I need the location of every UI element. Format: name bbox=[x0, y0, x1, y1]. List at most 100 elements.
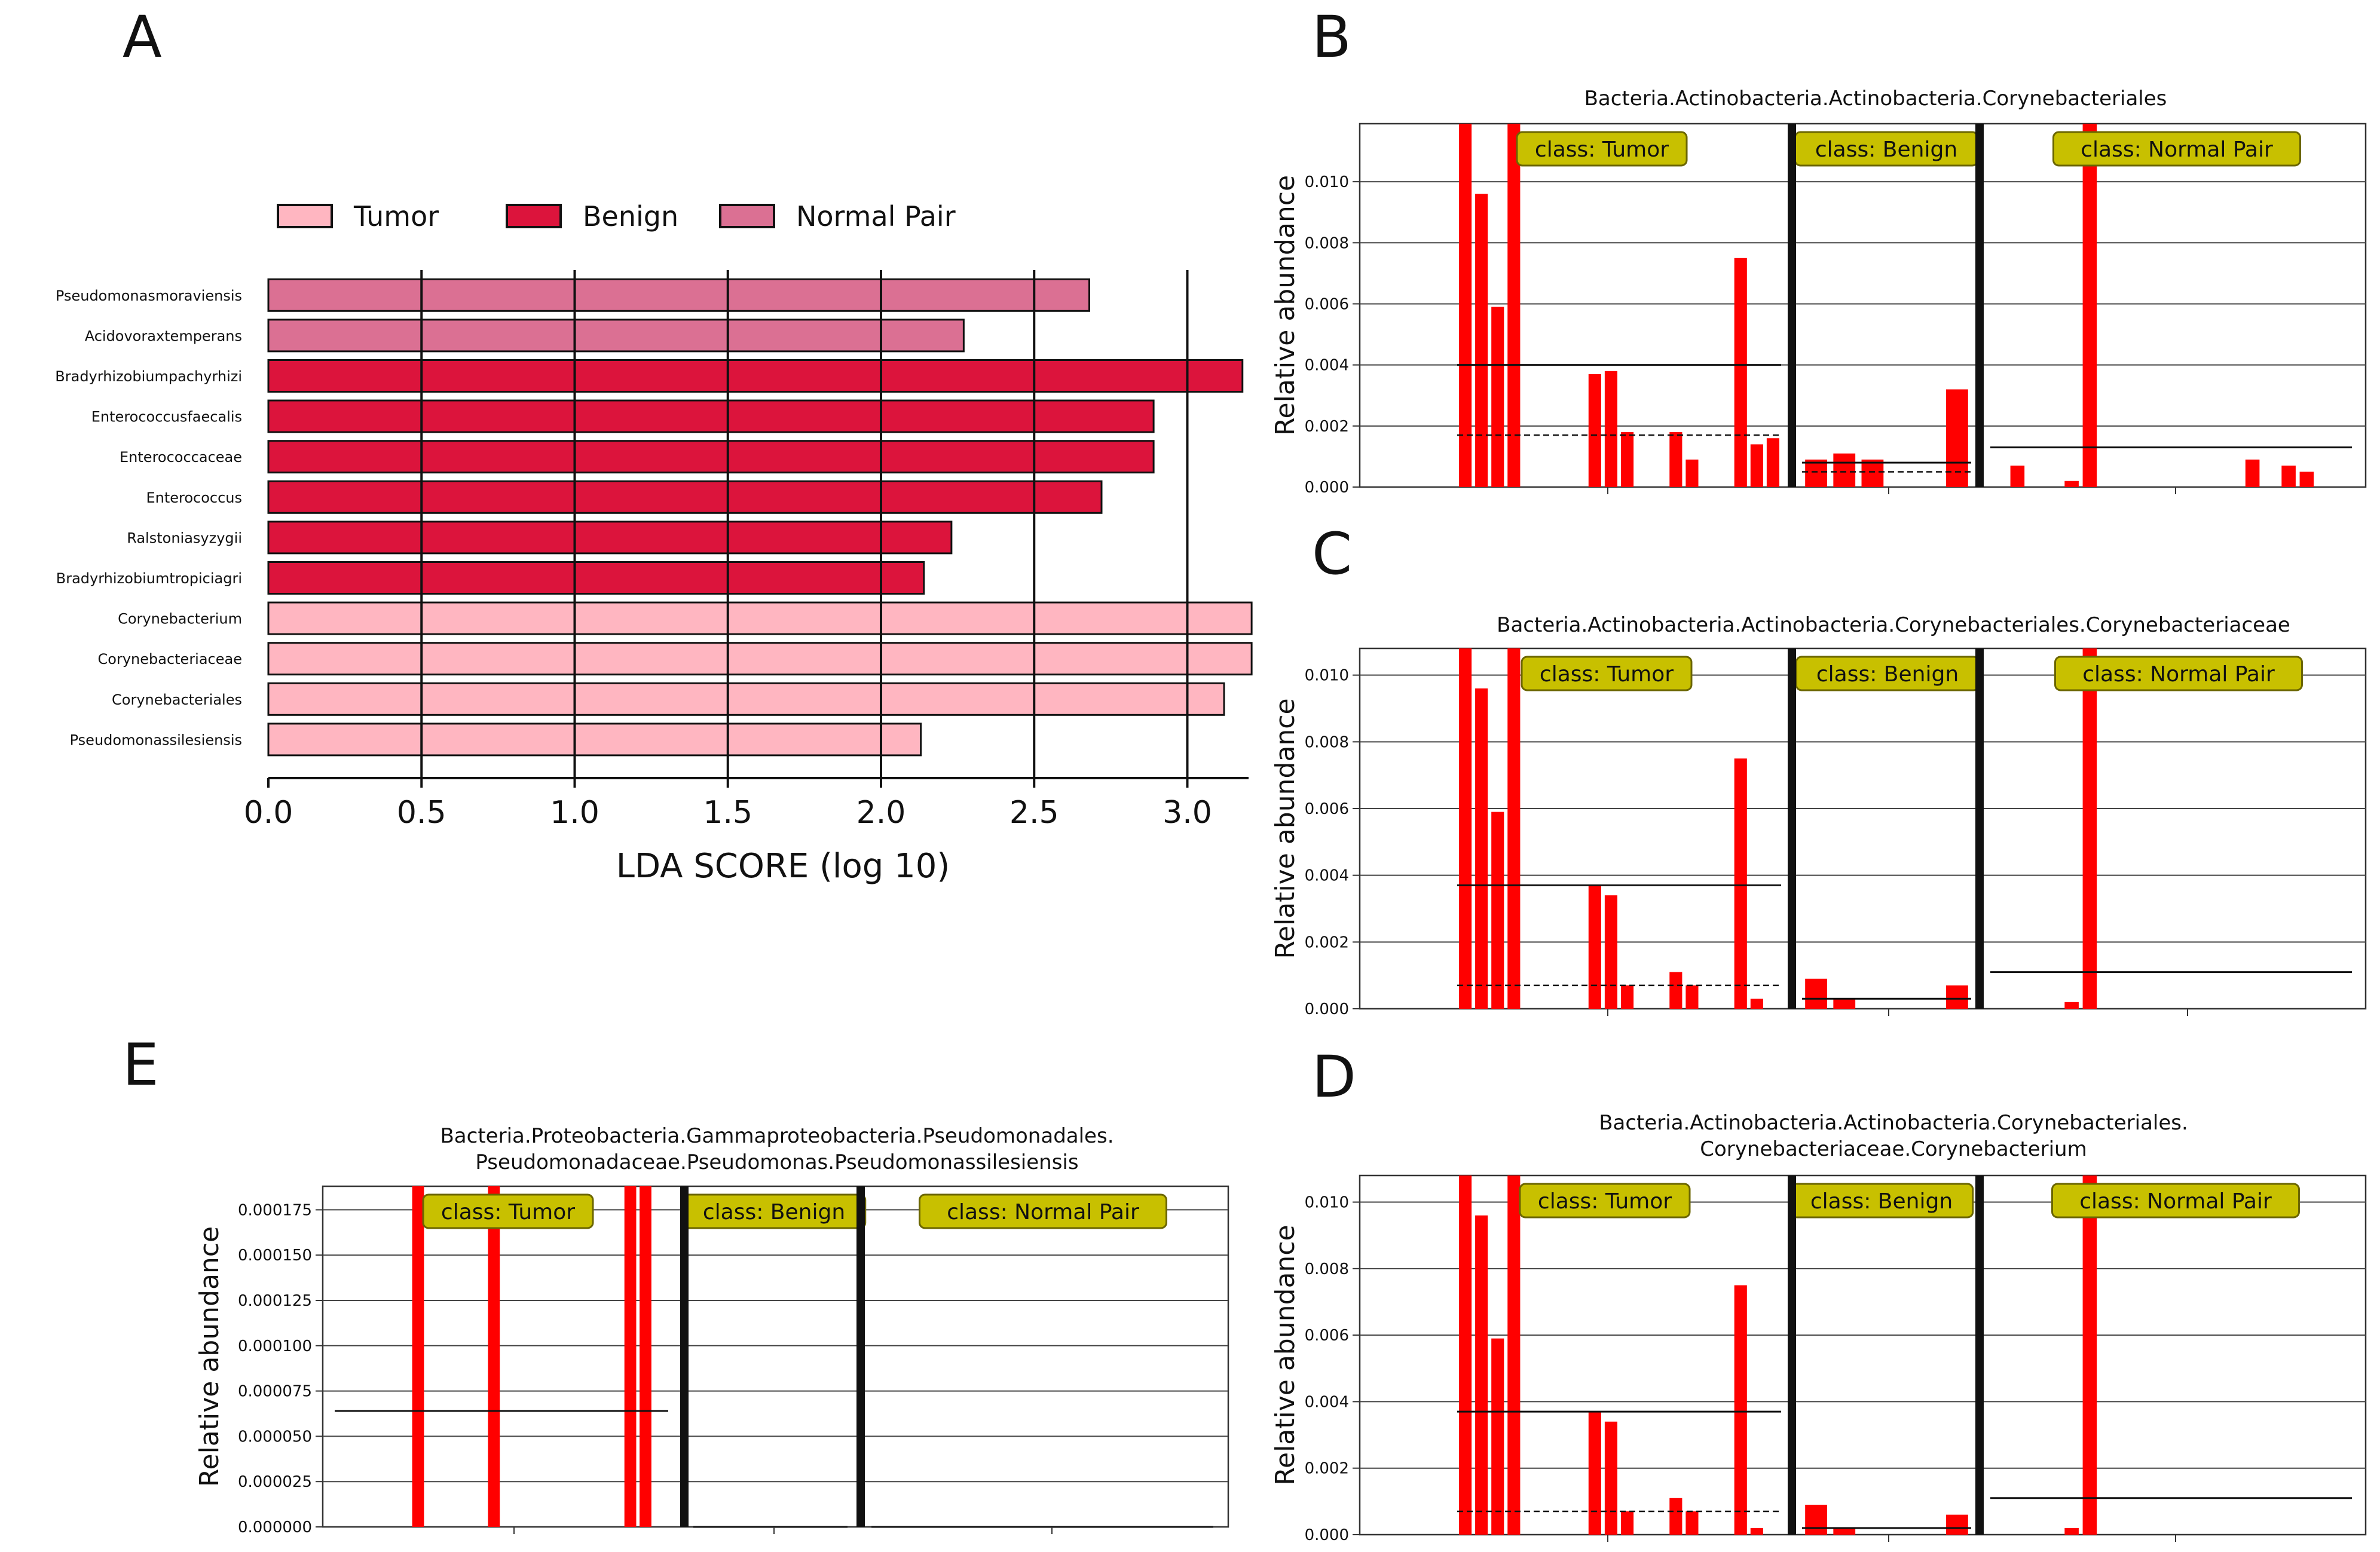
class-label-box-0 bbox=[1519, 1183, 1691, 1219]
panel-letter-e: E bbox=[123, 1031, 159, 1098]
lda-tick-label-3: 1.5 bbox=[703, 795, 752, 831]
class-label-0: class: Tumor bbox=[1540, 662, 1674, 687]
y-tick-label-7: 0.000175 bbox=[238, 1201, 312, 1219]
panel-letter-d: D bbox=[1312, 1043, 1356, 1110]
legend-label-0: Tumor bbox=[353, 200, 439, 232]
lda-bar-label-11: Pseudomonassilesiensis bbox=[70, 731, 242, 748]
abundance-bar-2-14 bbox=[2245, 460, 2260, 487]
abundance-bar-0-5 bbox=[412, 1186, 424, 1527]
y-tick-label-2: 0.000050 bbox=[238, 1428, 312, 1446]
class-label-2: class: Normal Pair bbox=[2082, 662, 2275, 687]
abundance-bar-0-9 bbox=[1604, 371, 1618, 487]
abundance-bar-0-3 bbox=[1507, 648, 1521, 1009]
abundance-bar-2-16 bbox=[2281, 466, 2296, 487]
abundance-bar-2-17 bbox=[2299, 472, 2314, 487]
y-tick-label-1: 0.002 bbox=[1305, 418, 1349, 436]
y-tick-label-0: 0.000 bbox=[1305, 1526, 1349, 1544]
panel-letter-a: A bbox=[123, 4, 162, 71]
chart-title-line-0: Bacteria.Proteobacteria.Gammaproteobacte… bbox=[440, 1124, 1113, 1148]
y-tick-label-1: 0.002 bbox=[1305, 1460, 1349, 1478]
abundance-bar-0-13 bbox=[1669, 432, 1682, 487]
lda-bar-5 bbox=[267, 480, 1103, 514]
legend-swatch-1 bbox=[506, 204, 562, 228]
lda-bar-3 bbox=[267, 399, 1155, 433]
lda-bar-label-8: Corynebacterium bbox=[118, 611, 242, 627]
lda-bar-9 bbox=[267, 642, 1253, 676]
class-label-box-0 bbox=[422, 1193, 594, 1229]
abundance-bar-0-10 bbox=[1620, 985, 1634, 1009]
abundance-bar-1-0 bbox=[1805, 1504, 1827, 1535]
abundance-bar-0-17 bbox=[1734, 758, 1747, 1009]
abundance-bar-0-1 bbox=[1475, 1215, 1488, 1535]
legend-swatch-0 bbox=[277, 204, 333, 228]
abundance-bar-0-10 bbox=[1620, 432, 1634, 487]
y-axis-title: Relative abundance bbox=[1270, 698, 1301, 959]
abundance-chart-corynebacteriales: Bacteria.Actinobacteria.Actinobacteria.C… bbox=[1270, 87, 2367, 497]
abundance-bar-1-1 bbox=[1833, 1527, 1856, 1535]
abundance-bar-0-18 bbox=[1750, 1527, 1763, 1535]
abundance-bar-1-1 bbox=[1833, 453, 1856, 487]
abundance-bar-0-17 bbox=[1734, 258, 1747, 487]
abundance-bar-0-17 bbox=[1734, 1285, 1747, 1535]
plot-frame bbox=[1359, 647, 2367, 1010]
abundance-bar-0-19 bbox=[1766, 438, 1780, 487]
class-label-2: class: Normal Pair bbox=[2081, 137, 2273, 162]
abundance-chart-corynebacterium: Bacteria.Actinobacteria.Actinobacteria.C… bbox=[1270, 1111, 2367, 1544]
lda-bar-11 bbox=[267, 723, 922, 757]
y-tick-label-0: 0.000 bbox=[1305, 1000, 1349, 1018]
abundance-bar-2-5 bbox=[2082, 124, 2097, 487]
abundance-bar-1-0 bbox=[1805, 460, 1827, 487]
class-label-box-2 bbox=[919, 1193, 1167, 1229]
abundance-bar-0-1 bbox=[1475, 688, 1488, 1009]
abundance-bar-0-14 bbox=[1685, 985, 1699, 1009]
y-tick-label-5: 0.010 bbox=[1305, 173, 1349, 191]
lda-tick-label-6: 3.0 bbox=[1163, 795, 1212, 831]
abundance-bar-2-4 bbox=[2064, 1527, 2079, 1535]
abundance-bar-2-4 bbox=[2064, 480, 2079, 487]
class-label-0: class: Tumor bbox=[1535, 137, 1669, 162]
y-tick-label-4: 0.000100 bbox=[238, 1337, 312, 1355]
abundance-bar-0-1 bbox=[1475, 194, 1488, 487]
abundance-bar-2-1 bbox=[2010, 466, 2025, 487]
legend-swatch-2 bbox=[719, 204, 775, 228]
panel-letter-b: B bbox=[1312, 4, 1351, 71]
class-label-1: class: Benign bbox=[703, 1200, 845, 1225]
lda-bar-7 bbox=[267, 561, 925, 595]
y-tick-label-0: 0.000000 bbox=[238, 1519, 312, 1536]
lda-bar-label-4: Enterococcaceae bbox=[120, 449, 242, 466]
class-label-box-2 bbox=[2051, 1183, 2300, 1219]
abundance-bar-0-18 bbox=[1750, 999, 1763, 1009]
class-label-2: class: Normal Pair bbox=[2079, 1189, 2272, 1214]
lda-tick-label-0: 0.0 bbox=[244, 795, 293, 831]
abundance-bar-0-2 bbox=[1491, 812, 1504, 1009]
y-tick-label-3: 0.006 bbox=[1305, 800, 1349, 818]
lda-bar-label-0: Pseudomonasmoraviensis bbox=[56, 287, 242, 304]
class-label-1: class: Benign bbox=[1816, 662, 1959, 687]
y-tick-label-5: 0.010 bbox=[1305, 1194, 1349, 1212]
abundance-bar-0-0 bbox=[1458, 648, 1472, 1009]
lda-bar-label-10: Corynebacteriales bbox=[112, 691, 242, 708]
y-axis-title: Relative abundance bbox=[194, 1226, 225, 1487]
y-tick-label-4: 0.008 bbox=[1305, 234, 1349, 252]
lda-tick-label-5: 2.5 bbox=[1009, 795, 1059, 831]
y-tick-label-2: 0.004 bbox=[1305, 1393, 1349, 1411]
abundance-bar-2-5 bbox=[2082, 648, 2097, 1009]
abundance-bar-0-0 bbox=[1458, 1176, 1472, 1535]
lda-bar-label-6: Ralstoniasyzygii bbox=[127, 529, 242, 546]
abundance-bar-0-2 bbox=[1491, 307, 1504, 487]
lda-bar-1 bbox=[267, 319, 965, 353]
chart-title-line-1: Pseudomonadaceae.Pseudomonas.Pseudomonas… bbox=[475, 1150, 1078, 1174]
abundance-bar-0-3 bbox=[1507, 124, 1521, 487]
lda-bar-8 bbox=[267, 601, 1253, 635]
y-tick-label-5: 0.000125 bbox=[238, 1292, 312, 1310]
legend-label-1: Benign bbox=[583, 200, 678, 232]
class-label-box-2 bbox=[2052, 131, 2301, 167]
abundance-bar-0-13 bbox=[1669, 1498, 1682, 1535]
class-label-box-0 bbox=[1516, 131, 1688, 167]
y-tick-label-4: 0.008 bbox=[1305, 1260, 1349, 1278]
y-tick-label-3: 0.006 bbox=[1305, 1327, 1349, 1345]
y-tick-label-1: 0.002 bbox=[1305, 933, 1349, 951]
chart-title-line-1: Corynebacteriaceae.Corynebacterium bbox=[1700, 1137, 2087, 1161]
lda-bar-0 bbox=[267, 278, 1090, 312]
y-tick-label-3: 0.006 bbox=[1305, 295, 1349, 313]
